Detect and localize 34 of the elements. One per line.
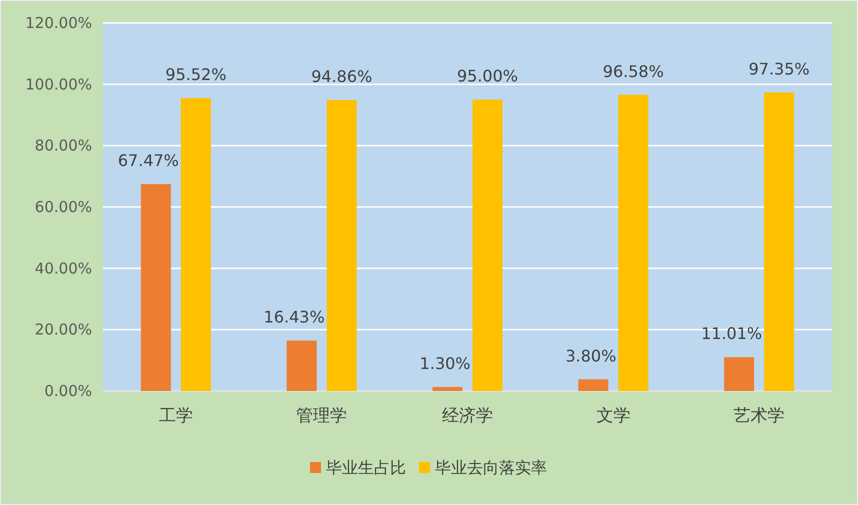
y-tick-label: 40.00% xyxy=(34,259,92,278)
y-tick-label: 60.00% xyxy=(34,198,92,216)
data-label: 3.80% xyxy=(565,346,616,366)
bar xyxy=(764,92,794,391)
x-tick-label: 工学 xyxy=(158,406,193,426)
bar xyxy=(180,98,211,391)
data-label: 16.43% xyxy=(264,308,325,327)
y-tick-label: 120.00% xyxy=(25,14,92,32)
legend-label: 毕业生占比 xyxy=(326,458,406,477)
data-label: 95.00% xyxy=(456,66,518,86)
x-tick-label: 经济学 xyxy=(442,406,493,426)
y-tick-label: 0.00% xyxy=(44,382,92,400)
data-label: 95.52% xyxy=(165,65,226,84)
bar xyxy=(724,357,754,391)
x-tick-label: 文学 xyxy=(596,406,630,426)
data-label: 1.30% xyxy=(420,354,470,374)
bar xyxy=(578,379,608,391)
x-tick-label: 艺术学 xyxy=(734,406,785,426)
bar xyxy=(286,340,317,391)
bar xyxy=(326,100,357,391)
y-tick-label: 20.00% xyxy=(34,320,92,339)
bar xyxy=(140,184,171,391)
y-tick-label: 80.00% xyxy=(34,136,92,155)
data-label: 67.47% xyxy=(118,151,179,170)
y-tick-label: 100.00% xyxy=(25,75,92,94)
bar xyxy=(432,387,462,391)
bar xyxy=(472,100,502,391)
legend-label: 毕业去向落实率 xyxy=(435,458,547,477)
bar xyxy=(618,94,648,391)
data-label: 96.58% xyxy=(602,62,664,81)
data-label: 97.35% xyxy=(748,59,810,78)
x-tick-label: 管理学 xyxy=(296,406,348,426)
data-label: 94.86% xyxy=(311,67,372,86)
data-label: 11.01% xyxy=(701,324,762,344)
